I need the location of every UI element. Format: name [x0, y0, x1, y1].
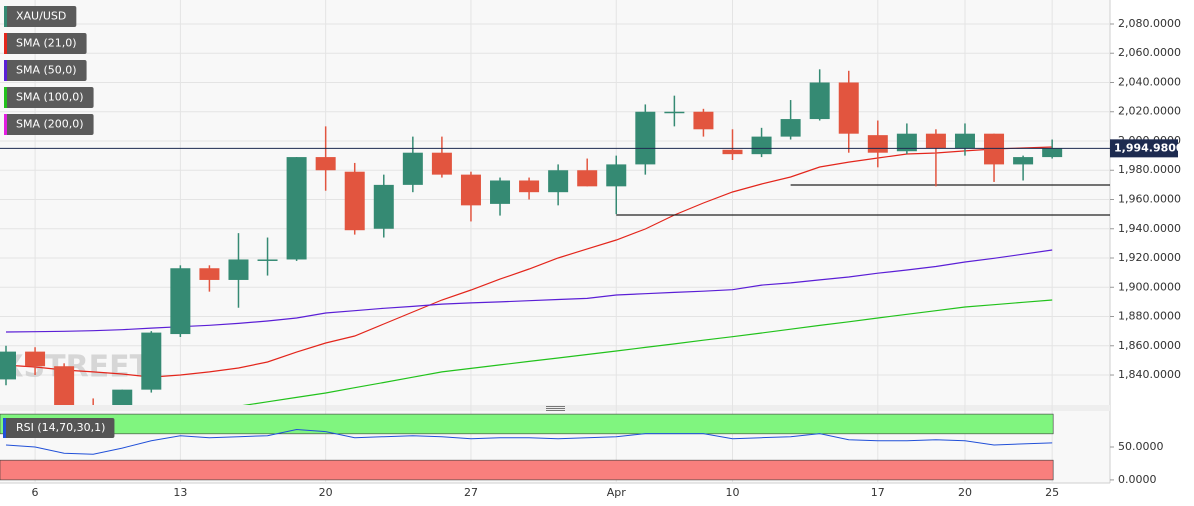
candle-body	[315, 157, 336, 171]
candle-body	[373, 184, 394, 229]
y-tick-label: 1,900.0000	[1118, 280, 1181, 293]
x-tick-label: Apr	[607, 486, 627, 499]
candle-body	[402, 152, 423, 185]
candle-body	[112, 389, 133, 405]
candle-body	[460, 174, 481, 206]
legend-swatch	[4, 6, 7, 27]
candle-body	[0, 351, 16, 380]
legend-box	[4, 60, 87, 81]
y-tick-label: 1,980.0000	[1118, 163, 1181, 176]
candle-body	[1042, 148, 1063, 158]
rsi-legend-swatch	[3, 418, 6, 438]
rsi-upper-band	[0, 413, 1054, 435]
candle-body	[606, 164, 627, 187]
candle-body	[490, 180, 511, 204]
candle-body	[577, 170, 598, 187]
candle-body	[780, 119, 801, 137]
candle-body	[867, 135, 888, 153]
y-tick-label: 2,020.0000	[1118, 105, 1181, 118]
last-price-box	[1110, 139, 1178, 158]
y-tick-label: 1,880.0000	[1118, 310, 1181, 323]
sma-line	[242, 299, 1053, 405]
candle-body	[548, 170, 569, 193]
y-tick-label: 1,860.0000	[1118, 339, 1181, 352]
candle-body	[925, 133, 946, 149]
x-tick-label: 6	[32, 486, 39, 499]
rsi-tick-label: 0.0000	[1118, 473, 1157, 486]
y-tick-label: 2,060.0000	[1118, 46, 1181, 59]
rsi-line	[5, 428, 1053, 455]
candle-body	[954, 133, 975, 149]
y-tick-label: 1,960.0000	[1118, 193, 1181, 206]
y-tick-label: 1,920.0000	[1118, 251, 1181, 264]
candle-body	[199, 268, 220, 280]
candle-body	[635, 111, 656, 165]
x-tick-label: 27	[464, 486, 478, 499]
candle-body	[809, 82, 830, 120]
candle-body	[722, 149, 743, 155]
y-tick-label: 2,080.0000	[1118, 17, 1181, 30]
last-price-label: 1,994.9800	[1114, 141, 1184, 154]
candle-body	[257, 259, 278, 261]
candle-body	[25, 351, 46, 367]
legend-swatch	[4, 87, 7, 108]
legend-label: SMA (21,0)	[16, 37, 77, 50]
rsi-legend-box	[3, 418, 115, 438]
legend-label: SMA (200,0)	[16, 118, 84, 131]
candle-body	[1013, 157, 1034, 165]
rsi-tick-label: 50.0000	[1118, 440, 1164, 453]
y-tick-label: 1,940.0000	[1118, 222, 1181, 235]
legend-swatch	[4, 60, 7, 81]
x-tick-label: 20	[958, 486, 972, 499]
candle-body	[431, 152, 452, 175]
legend-swatch	[4, 114, 7, 135]
price-panel	[0, 0, 1110, 405]
x-tick-label: 10	[726, 486, 740, 499]
candle-body	[519, 180, 540, 193]
legend-box	[4, 87, 94, 108]
candle-body	[344, 171, 365, 231]
legend-swatch	[4, 33, 7, 54]
rsi-lower-band	[0, 459, 1054, 481]
legend-label: SMA (100,0)	[16, 91, 84, 104]
x-tick-label: 13	[173, 486, 187, 499]
y-tick-label: 2,040.0000	[1118, 75, 1181, 88]
x-tick-label: 20	[319, 486, 333, 499]
candle-body	[751, 136, 772, 155]
candle-body	[286, 157, 307, 260]
candle-body	[984, 133, 1005, 165]
candle-body	[141, 332, 162, 390]
legend-label: SMA (50,0)	[16, 64, 77, 77]
watermark: FXSTREET	[0, 350, 151, 385]
x-tick-label: 25	[1045, 486, 1059, 499]
candle-body	[664, 111, 685, 114]
candle-body	[170, 268, 191, 335]
legend-box	[4, 6, 77, 27]
candle-body	[838, 82, 859, 134]
y-tick-label: 1,840.0000	[1118, 368, 1181, 381]
x-tick-label: 17	[871, 486, 885, 499]
legend-label: XAU/USD	[16, 10, 66, 23]
rsi-legend-label: RSI (14,70,30,1)	[16, 421, 105, 434]
legend-box	[4, 33, 87, 54]
legend-box	[4, 114, 94, 135]
candle-body	[896, 133, 917, 152]
candle-body	[228, 259, 249, 280]
candle-body	[693, 111, 714, 130]
candle-body	[54, 366, 75, 405]
